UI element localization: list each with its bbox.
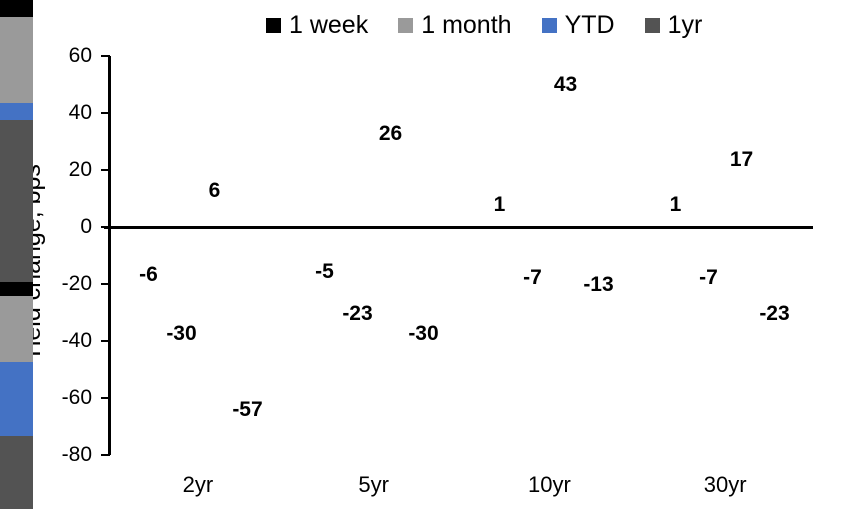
value-label: 1: [669, 193, 682, 216]
x-tick-label: 10yr: [527, 472, 571, 497]
bar-1yr-5yr: [0, 436, 33, 509]
y-tick-label: 0: [80, 215, 92, 238]
value-label: 26: [378, 122, 403, 145]
y-tick-label: 60: [68, 44, 92, 67]
legend-label: 1 week: [289, 11, 369, 39]
legend-label: YTD: [564, 11, 615, 39]
value-label: -5: [315, 260, 334, 283]
value-label: -30: [408, 322, 439, 345]
legend-swatch-1-week: [266, 17, 281, 33]
y-tick-label: -40: [61, 329, 92, 352]
value-label: -6: [139, 263, 158, 286]
y-axis-tick: [101, 55, 110, 57]
value-label: 6: [208, 179, 221, 202]
value-label: -7: [699, 266, 718, 289]
value-label: -23: [759, 302, 790, 325]
legend-item-ytd: YTD: [541, 10, 615, 40]
y-axis-line: [108, 56, 111, 455]
legend: 1 week 1 month YTD 1yr: [266, 10, 702, 40]
legend-swatch-1yr: [644, 17, 660, 33]
value-label: 43: [553, 73, 578, 96]
bar-1-week-5yr: [0, 282, 33, 296]
y-axis-tick: [101, 397, 110, 399]
y-axis-tick: [101, 340, 110, 342]
y-axis-tick: [101, 283, 110, 285]
bar-1-week-2yr: [0, 0, 33, 17]
bar-ytd-5yr: [0, 362, 33, 436]
bar-1yr-2yr: [0, 120, 33, 282]
x-tick-label: 5yr: [358, 472, 389, 497]
y-tick-label: -20: [61, 272, 92, 295]
value-label: -13: [583, 273, 614, 296]
value-label: -7: [523, 266, 542, 289]
legend-swatch-1-month: [398, 17, 414, 33]
y-tick-label: -80: [61, 443, 92, 466]
legend-item-1yr: 1yr: [644, 10, 703, 40]
legend-label: 1yr: [667, 11, 703, 39]
value-label: -23: [342, 302, 373, 325]
y-tick-label: -60: [61, 386, 92, 409]
legend-item-1-week: 1 week: [266, 10, 368, 40]
legend-label: 1 month: [421, 11, 512, 39]
y-axis-tick: [101, 454, 110, 456]
value-label: -30: [166, 322, 197, 345]
y-axis-tick: [101, 112, 110, 114]
x-tick-label: 30yr: [703, 472, 747, 497]
value-label: -57: [232, 398, 263, 421]
value-label: 1: [493, 193, 506, 216]
y-axis-tick: [101, 169, 110, 171]
y-tick-label: 40: [68, 101, 92, 124]
bar-ytd-2yr: [0, 103, 33, 120]
value-label: 17: [729, 148, 754, 171]
bar-1-month-2yr: [0, 17, 33, 103]
legend-item-1-month: 1 month: [398, 10, 512, 40]
bar-1-month-5yr: [0, 296, 33, 362]
legend-swatch-ytd: [541, 17, 557, 33]
y-tick-label: 20: [68, 158, 92, 181]
x-tick-label: 2yr: [182, 472, 214, 497]
x-axis-zero-line: [104, 226, 813, 229]
